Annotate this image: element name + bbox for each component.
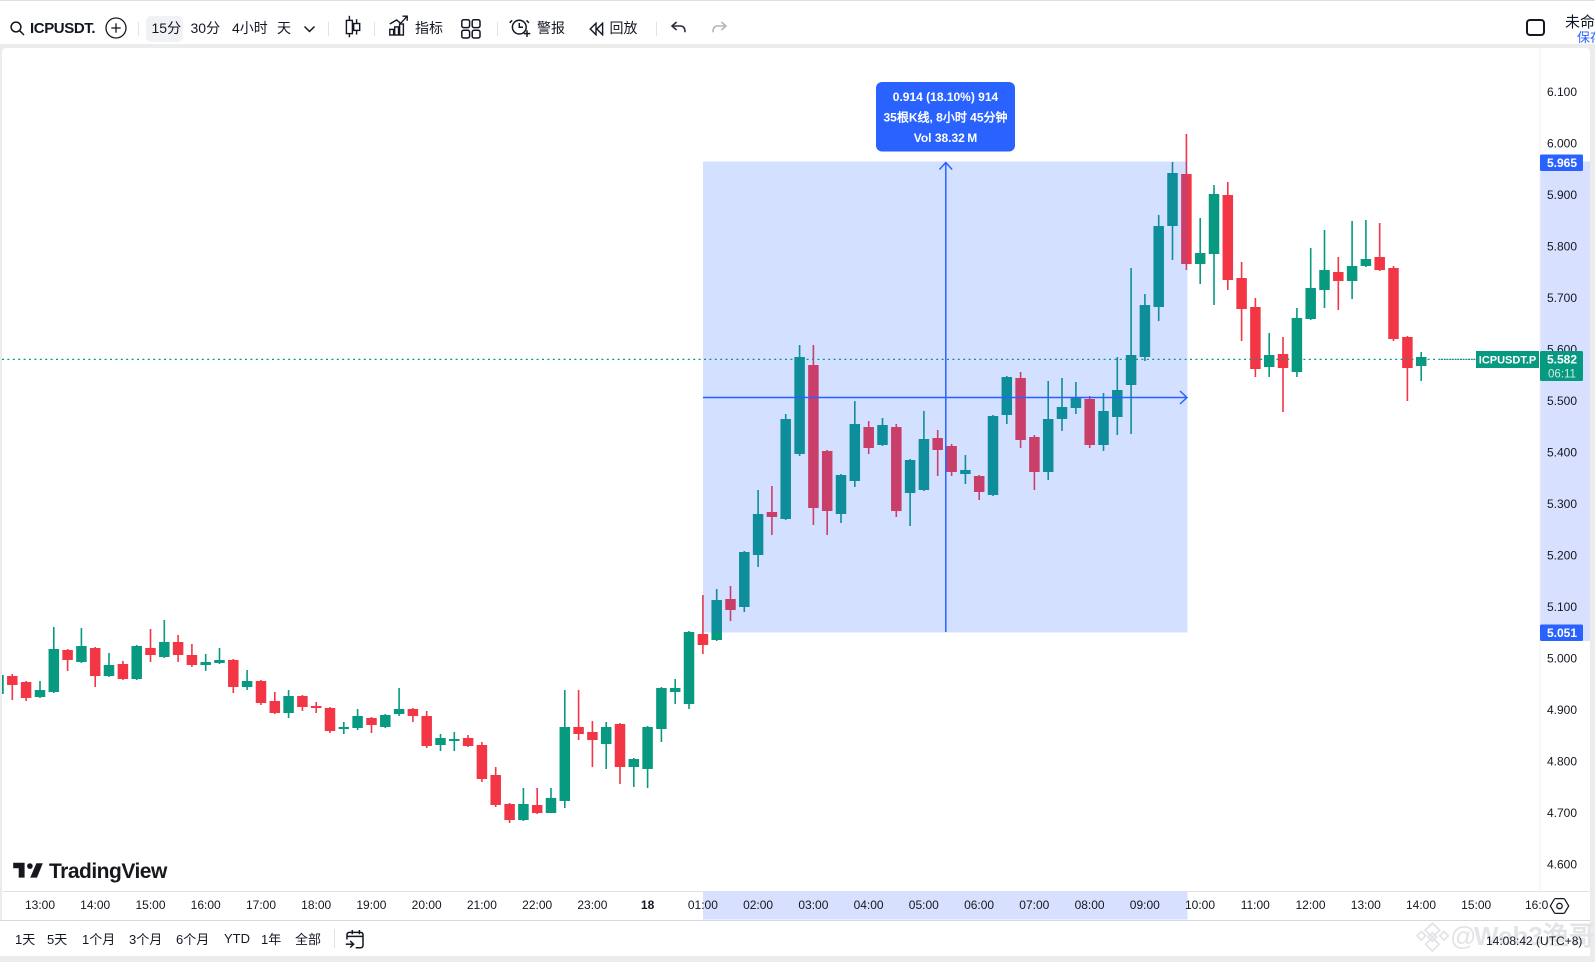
svg-text:22:00: 22:00 [522,898,552,912]
svg-text:5.800: 5.800 [1547,240,1577,254]
svg-text:5.051: 5.051 [1547,626,1577,640]
svg-text:08:00: 08:00 [1075,898,1105,912]
svg-text:21:00: 21:00 [467,898,497,912]
svg-text:TradingView: TradingView [49,860,168,883]
svg-text:0.914 (18.10%) 914: 0.914 (18.10%) 914 [893,90,999,104]
svg-text:06:00: 06:00 [964,898,994,912]
svg-text:03:00: 03:00 [798,898,828,912]
svg-text:11:00: 11:00 [1241,898,1270,912]
svg-text:13:00: 13:00 [1351,898,1381,912]
svg-text:15:00: 15:00 [1461,898,1491,912]
svg-text:07:00: 07:00 [1019,898,1049,912]
svg-text:5.100: 5.100 [1547,600,1577,614]
svg-text:6.100: 6.100 [1547,85,1577,99]
svg-text:5.200: 5.200 [1547,549,1577,563]
svg-text:@: @ [1450,921,1476,951]
svg-text:5.700: 5.700 [1547,291,1577,305]
svg-text:Vol 38.32 M: Vol 38.32 M [914,131,978,145]
svg-text:35根K线, 8小时 45分钟: 35根K线, 8小时 45分钟 [883,110,1007,125]
svg-text:5.965: 5.965 [1547,156,1577,170]
svg-text:4.900: 4.900 [1547,703,1577,717]
svg-text:13:00: 13:00 [25,898,55,912]
svg-text:6.000: 6.000 [1547,137,1577,151]
svg-text:01:00: 01:00 [688,898,718,912]
svg-text:14:00: 14:00 [80,898,110,912]
svg-text:5.500: 5.500 [1547,394,1577,408]
svg-text:5.000: 5.000 [1547,652,1577,666]
svg-text:4.600: 4.600 [1547,858,1577,872]
svg-text:06:11: 06:11 [1548,369,1576,381]
svg-text:14:00: 14:00 [1406,898,1436,912]
svg-text:09:00: 09:00 [1130,898,1160,912]
svg-text:04:00: 04:00 [854,898,884,912]
svg-text:4.800: 4.800 [1547,755,1577,769]
svg-text:Web3渔哥: Web3渔哥 [1474,921,1595,951]
svg-text:12:00: 12:00 [1295,898,1325,912]
svg-text:5.300: 5.300 [1547,497,1577,511]
svg-text:15:00: 15:00 [135,898,165,912]
svg-text:16:0: 16:0 [1525,898,1549,912]
svg-text:5.400: 5.400 [1547,446,1577,460]
svg-text:17:00: 17:00 [246,898,276,912]
svg-text:18:00: 18:00 [301,898,331,912]
svg-text:18: 18 [641,898,655,912]
svg-text:4.700: 4.700 [1547,806,1577,820]
svg-text:20:00: 20:00 [412,898,442,912]
svg-text:19:00: 19:00 [356,898,386,912]
svg-text:23:00: 23:00 [577,898,607,912]
svg-text:ICPUSDT.P: ICPUSDT.P [1479,355,1536,367]
svg-text:02:00: 02:00 [743,898,773,912]
svg-text:16:00: 16:00 [191,898,221,912]
svg-text:5.900: 5.900 [1547,188,1577,202]
svg-text:10:00: 10:00 [1185,898,1215,912]
svg-text:5.582: 5.582 [1547,353,1577,367]
svg-text:05:00: 05:00 [909,898,939,912]
